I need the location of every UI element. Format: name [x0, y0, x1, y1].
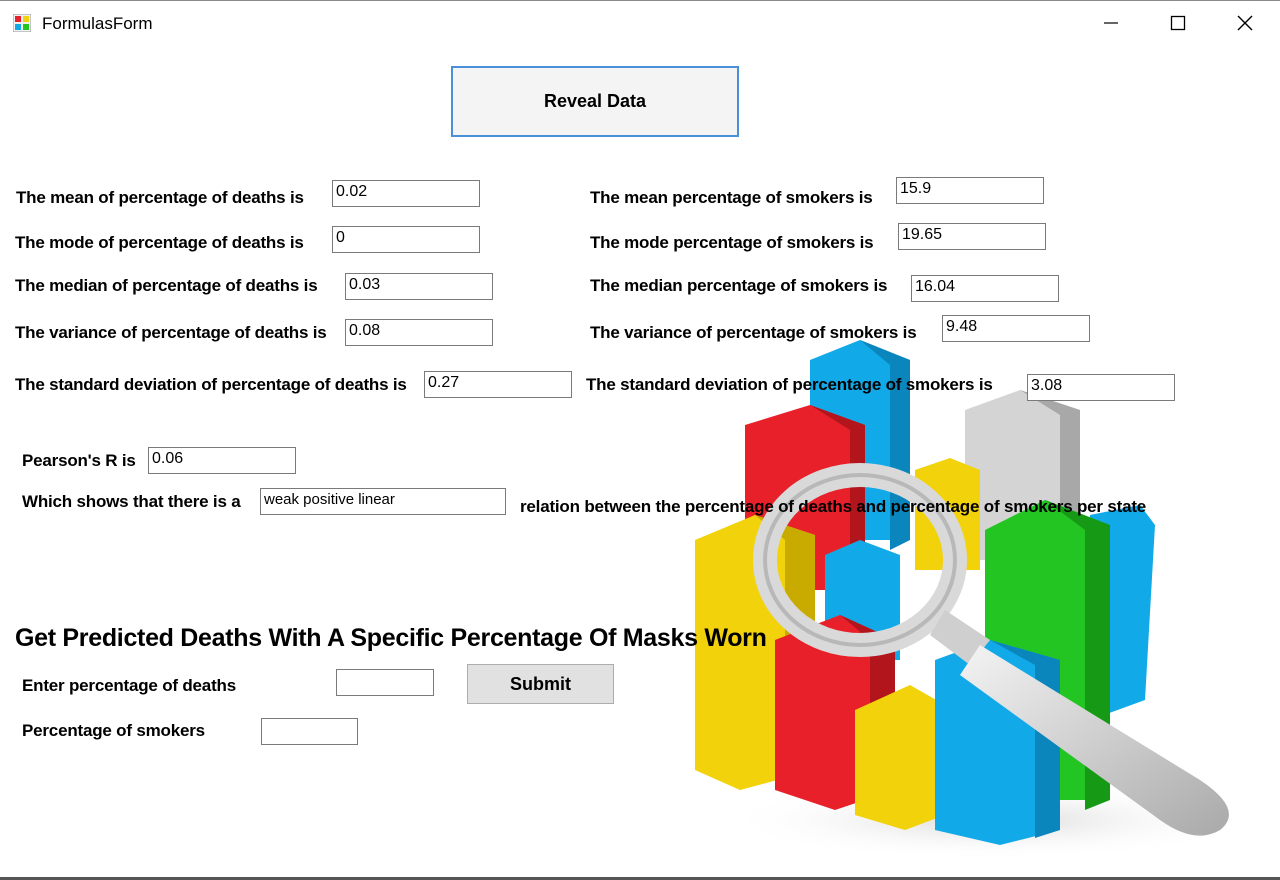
smokers-variance-field[interactable]: 9.48: [942, 315, 1090, 342]
smokers-variance-label: The variance of percentage of smokers is: [590, 323, 916, 343]
deaths-mode-field[interactable]: 0: [332, 226, 480, 253]
minimize-icon: [1103, 15, 1119, 31]
relation-field[interactable]: weak positive linear: [260, 488, 506, 515]
deaths-median-field[interactable]: 0.03: [345, 273, 493, 300]
smokers-mean-field[interactable]: 15.9: [896, 177, 1044, 204]
smokers-std-field[interactable]: 3.08: [1027, 374, 1175, 401]
smokers-percentage-input[interactable]: [261, 718, 358, 745]
deaths-median-label: The median of percentage of deaths is: [15, 276, 317, 296]
predict-heading: Get Predicted Deaths With A Specific Per…: [15, 624, 767, 653]
submit-button[interactable]: Submit: [467, 664, 614, 704]
smokers-median-field[interactable]: 16.04: [911, 275, 1059, 302]
enter-deaths-label: Enter percentage of deaths: [22, 676, 236, 696]
deaths-mean-field[interactable]: 0.02: [332, 180, 480, 207]
smokers-std-label: The standard deviation of percentage of …: [586, 375, 993, 395]
deaths-mean-label: The mean of percentage of deaths is: [16, 188, 304, 208]
window-title: FormulasForm: [42, 14, 153, 34]
bar-chart-magnifier-illustration: [690, 340, 1250, 860]
title-bar: FormulasForm: [0, 0, 1280, 46]
relation-suffix-label: relation between the percentage of death…: [520, 497, 1146, 517]
smokers-median-label: The median percentage of smokers is: [590, 276, 887, 296]
smokers-mean-label: The mean percentage of smokers is: [590, 188, 873, 208]
close-button[interactable]: [1215, 1, 1275, 45]
deaths-variance-field[interactable]: 0.08: [345, 319, 493, 346]
deaths-std-label: The standard deviation of percentage of …: [15, 375, 407, 395]
pearson-field[interactable]: 0.06: [148, 447, 296, 474]
smokers-mode-field[interactable]: 19.65: [898, 223, 1046, 250]
relation-prefix-label: Which shows that there is a: [22, 492, 240, 512]
enter-deaths-input[interactable]: [336, 669, 434, 696]
maximize-icon: [1170, 15, 1186, 31]
app-form-icon: [13, 14, 31, 32]
deaths-std-field[interactable]: 0.27: [424, 371, 572, 398]
reveal-data-button[interactable]: Reveal Data: [451, 66, 739, 137]
minimize-button[interactable]: [1081, 1, 1141, 45]
maximize-button[interactable]: [1148, 1, 1208, 45]
close-icon: [1236, 14, 1254, 32]
deaths-mode-label: The mode of percentage of deaths is: [15, 233, 304, 253]
pearson-label: Pearson's R is: [22, 451, 136, 471]
deaths-variance-label: The variance of percentage of deaths is: [15, 323, 327, 343]
smokers-percentage-label: Percentage of smokers: [22, 721, 205, 741]
smokers-mode-label: The mode percentage of smokers is: [590, 233, 873, 253]
